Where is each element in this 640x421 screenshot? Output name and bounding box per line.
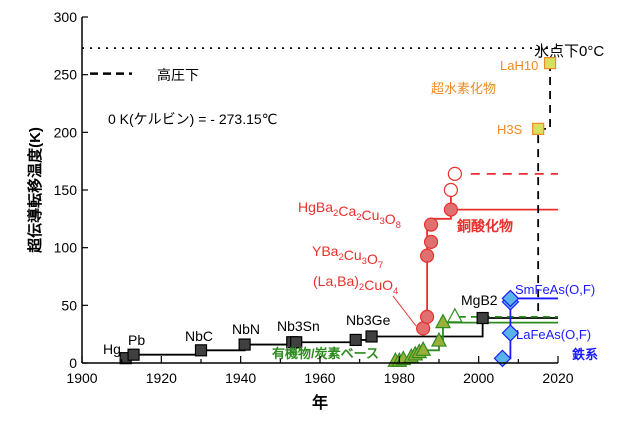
conventional-point (290, 336, 303, 349)
x-tick-label: 1900 (66, 370, 97, 386)
hydride-label: H3S (497, 122, 523, 137)
conventional-label: NbC (185, 328, 213, 344)
iron-point (493, 349, 512, 368)
conventional-point (476, 311, 489, 325)
hydride-point (532, 122, 545, 135)
x-tick-label: 1940 (225, 370, 256, 386)
x-tick-label: 1960 (304, 370, 335, 386)
cuprate-point (420, 248, 435, 263)
kelvin-note: 0 K(ケルビン) = - 273.15℃ (108, 111, 277, 127)
conventional-label: Nb3Sn (277, 318, 320, 334)
organic-point (430, 331, 448, 347)
y-tick-label: 50 (61, 297, 77, 313)
y-tick-label: 300 (54, 9, 78, 25)
hydride-group-label: 超水素化物 (431, 81, 496, 96)
conventional-label: Nb3Ge (346, 312, 391, 328)
conventional-label: NbN (232, 321, 260, 337)
freezing-point-label: 氷点下0°C (534, 43, 604, 60)
cuprate-group-label: 銅酸化物 (457, 218, 513, 234)
conventional-point (194, 344, 208, 357)
lbco-leader-line (392, 295, 417, 327)
iron-group-label: 鉄系 (572, 347, 598, 362)
cuprate-point (423, 234, 439, 249)
organic-point (415, 341, 432, 356)
hydride-point (543, 57, 557, 70)
y-tick-label: 0 (69, 355, 77, 371)
cuprate-pressure-point (447, 166, 462, 181)
y-axis-label: 超伝導転移温度(K) (26, 127, 44, 254)
conventional-point (127, 348, 140, 361)
y-tick-label: 250 (54, 67, 78, 83)
organic-group-label: 有機物/炭素ベース (272, 346, 379, 361)
conventional-point (349, 333, 362, 347)
cuprate-point (420, 309, 435, 324)
cuprate-label: YBa2Cu3O7 (312, 243, 383, 271)
conventional-point (238, 338, 251, 351)
legend-high-pressure-label: 高圧下 (157, 67, 199, 83)
y-tick-label: 200 (54, 124, 78, 140)
iron-label: SmFeAs(O,F) (515, 282, 595, 297)
iron-label: LaFeAs(O,F) (516, 327, 591, 342)
y-tick-label: 100 (54, 240, 78, 256)
y-tick-label: 150 (54, 182, 78, 198)
conventional-label: MgB2 (461, 292, 498, 308)
cuprate-point (443, 202, 458, 217)
iron-point (501, 289, 520, 308)
iron-point (501, 324, 520, 342)
cuprate-label: HgBa2Ca2Cu3O8 (298, 199, 401, 231)
organic-pressure-point (446, 307, 463, 323)
cuprate-label: (La,Ba)2CuO4 (313, 273, 399, 297)
x-tick-label: 2000 (463, 370, 494, 386)
x-tick-label: 1980 (384, 370, 415, 386)
x-axis-label: 年 (312, 393, 328, 412)
hydride-pressure-line (537, 63, 551, 312)
conventional-label: Hg (103, 341, 121, 357)
organic-point (434, 313, 451, 329)
conventional-point (365, 330, 378, 343)
cuprate-point (423, 217, 439, 232)
x-tick-label: 2020 (542, 370, 573, 386)
x-tick-label: 1920 (146, 370, 177, 386)
conventional-label: Pb (128, 332, 145, 348)
cuprate-pressure-point (443, 182, 458, 198)
hydride-label: LaH10 (500, 58, 538, 73)
